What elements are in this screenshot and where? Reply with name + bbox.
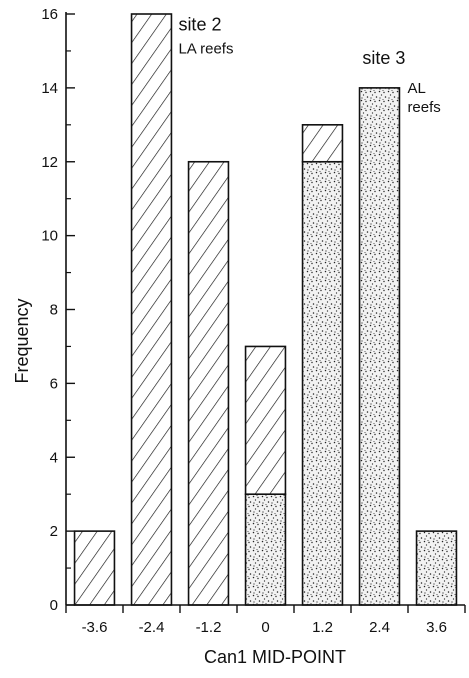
annotation-site3-line-1: AL xyxy=(407,80,425,97)
bar-site2--1.2 xyxy=(187,160,230,606)
y-tick-label-12: 12 xyxy=(41,154,58,171)
y-tick-label-6: 6 xyxy=(50,375,58,392)
annotation-site2-line-0: site 2 xyxy=(178,15,221,35)
y-tick-label-14: 14 xyxy=(41,80,58,97)
x-tick-label-1.2: 1.2 xyxy=(312,619,333,636)
bar-site2-1.2 xyxy=(301,124,344,163)
y-axis-title: Frequency xyxy=(12,298,32,383)
y-tick-label-4: 4 xyxy=(50,449,58,466)
y-tick-label-0: 0 xyxy=(50,597,58,614)
x-tick-label--1.2: -1.2 xyxy=(196,619,222,636)
x-axis-title: Can1 MID-POINT xyxy=(204,647,346,667)
annotation-site3-line-2: reefs xyxy=(407,99,440,116)
y-tick-label-10: 10 xyxy=(41,228,58,245)
annotations-layer: site 2 LA reefs site 3AL reefs xyxy=(178,15,440,116)
x-tick-label--3.6: -3.6 xyxy=(82,619,108,636)
bar-site3-1.2 xyxy=(301,160,344,606)
bar-site3-3.6 xyxy=(415,530,458,606)
x-tick-label-2.4: 2.4 xyxy=(369,619,390,636)
annotation-site3-line-0: site 3 xyxy=(362,48,405,68)
annotation-site2-line-1: LA reefs xyxy=(178,41,233,58)
x-tick-label--2.4: -2.4 xyxy=(139,619,165,636)
bar-site2--3.6 xyxy=(73,530,116,606)
x-tick-label-0: 0 xyxy=(261,619,269,636)
bar-site3-0 xyxy=(244,493,287,606)
y-tick-label-16: 16 xyxy=(41,6,58,23)
bar-site2-0 xyxy=(244,345,287,495)
y-tick-label-2: 2 xyxy=(50,523,58,540)
x-tick-label-3.6: 3.6 xyxy=(426,619,447,636)
bars-layer xyxy=(73,13,458,606)
bar-site2--2.4 xyxy=(130,13,173,606)
y-tick-label-8: 8 xyxy=(50,302,58,319)
bar-site3-2.4 xyxy=(358,87,401,606)
axes-layer: 0 2 4 6 8 10 12 14 16 -3.6 -2.4 -1.2 0 1.2 2.4 3.6 xyxy=(41,6,466,636)
